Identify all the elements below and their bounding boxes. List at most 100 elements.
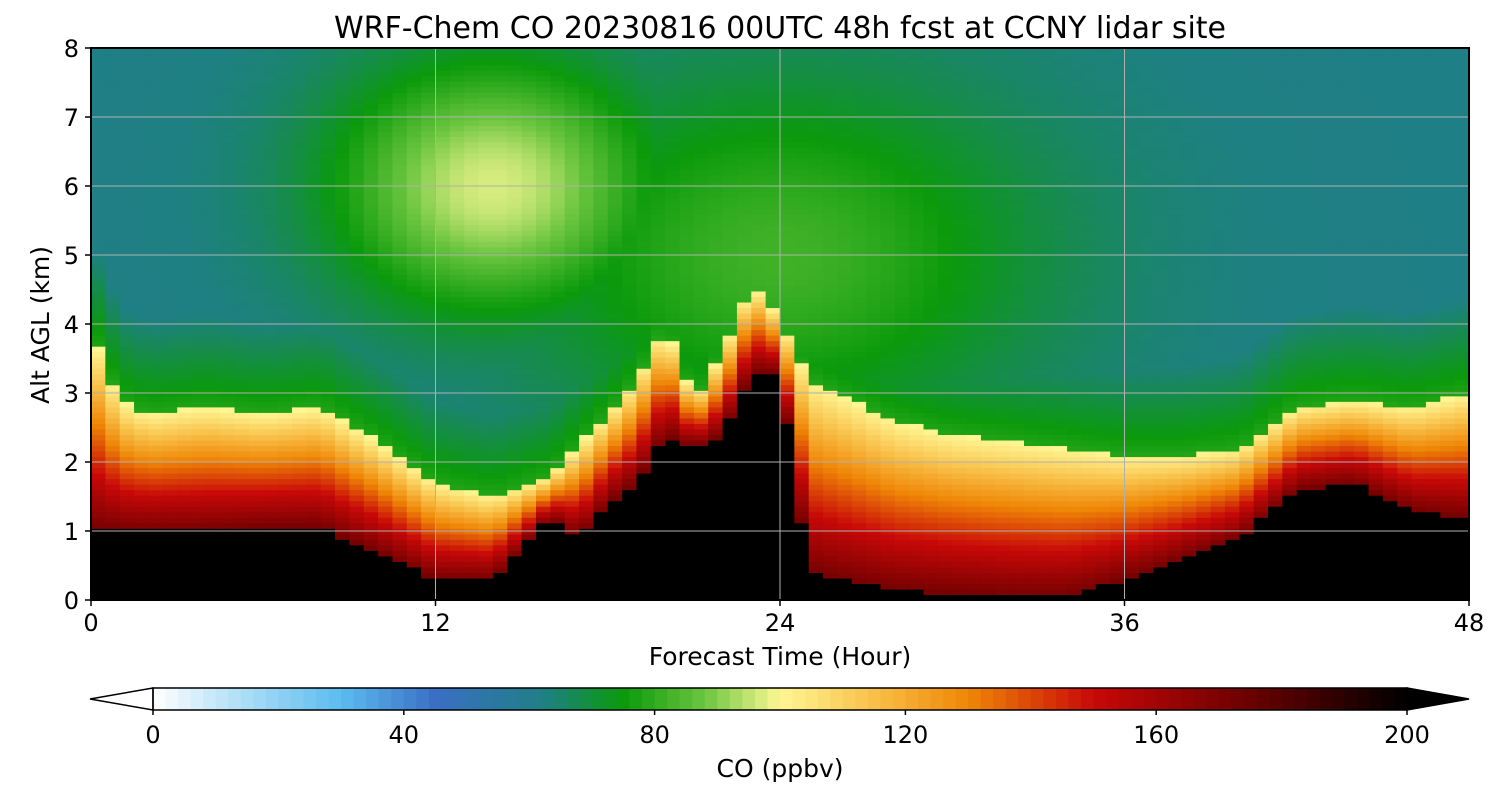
field-cell <box>665 257 681 264</box>
field-cell <box>464 561 480 568</box>
field-cell <box>722 235 738 242</box>
field-cell <box>263 208 279 215</box>
field-cell <box>205 59 221 66</box>
field-cell <box>435 362 451 369</box>
field-cell <box>162 141 178 148</box>
field-cell <box>335 495 350 502</box>
field-cell <box>693 103 709 110</box>
field-cell <box>550 489 566 496</box>
field-cell <box>378 136 394 143</box>
field-cell <box>392 351 408 358</box>
field-cell <box>622 169 638 176</box>
field-cell <box>464 158 480 165</box>
field-cell <box>306 561 322 568</box>
field-cell <box>535 152 551 159</box>
field-cell <box>765 59 781 66</box>
field-cell <box>234 555 250 562</box>
field-cell <box>492 473 508 480</box>
field-cell <box>564 169 580 176</box>
field-cell <box>593 428 609 435</box>
field-cell <box>148 230 164 237</box>
field-cell <box>492 235 508 242</box>
field-cell <box>665 495 681 502</box>
field-cell <box>363 290 379 297</box>
field-cell <box>435 290 451 297</box>
field-cell <box>119 318 135 325</box>
field-cell <box>162 158 178 165</box>
field-cell <box>119 48 135 55</box>
field-cell <box>191 373 207 380</box>
field-cell <box>291 219 307 226</box>
field-cell <box>349 279 365 286</box>
field-cell <box>492 362 508 369</box>
field-cell <box>134 235 150 242</box>
field-cell <box>363 456 379 463</box>
field-cell <box>449 213 465 220</box>
field-cell <box>765 445 781 452</box>
field-cell <box>722 445 738 452</box>
field-cell <box>335 208 350 215</box>
field-cell <box>607 434 623 441</box>
field-cell <box>693 268 709 275</box>
field-cell <box>492 125 508 132</box>
field-cell <box>607 53 623 60</box>
field-cell <box>521 235 537 242</box>
field-cell <box>191 257 207 264</box>
field-cell <box>521 318 537 325</box>
field-cell <box>220 484 236 491</box>
field-cell <box>134 48 150 55</box>
field-cell <box>507 301 523 309</box>
field-cell <box>205 92 221 99</box>
field-cell <box>579 152 594 159</box>
field-cell <box>478 462 494 469</box>
field-cell <box>263 125 279 132</box>
field-cell <box>234 103 250 110</box>
field-cell <box>349 141 365 148</box>
field-cell <box>521 290 537 297</box>
field-cell <box>708 340 724 347</box>
field-cell <box>507 555 523 562</box>
field-cell <box>105 257 121 264</box>
field-cell <box>708 257 724 264</box>
field-cell <box>622 103 638 110</box>
field-cell <box>205 456 221 463</box>
field-cell <box>535 478 551 485</box>
field-cell <box>593 351 609 358</box>
field-cell <box>91 141 106 148</box>
field-cell <box>507 478 523 485</box>
field-cell <box>564 64 580 71</box>
field-cell <box>320 379 336 386</box>
field-cell <box>550 572 566 579</box>
field-cell <box>349 401 365 408</box>
field-cell <box>220 152 236 159</box>
field-cell <box>507 594 523 600</box>
field-cell <box>478 202 494 209</box>
field-cell <box>665 219 681 226</box>
field-cell <box>636 495 652 502</box>
field-cell <box>134 246 150 253</box>
field-cell <box>550 395 566 402</box>
field-cell <box>449 445 465 452</box>
field-cell <box>794 279 810 286</box>
field-cell <box>335 456 350 463</box>
field-cell <box>105 406 121 413</box>
field-cell <box>780 174 795 182</box>
field-cell <box>693 86 709 93</box>
field-cell <box>622 467 638 474</box>
field-cell <box>679 439 695 447</box>
field-cell <box>277 500 293 507</box>
field-cell <box>177 395 193 402</box>
field-cell <box>392 362 408 369</box>
field-cell <box>406 208 422 215</box>
field-cell <box>220 318 236 325</box>
field-cell <box>708 495 724 502</box>
field-cell <box>162 202 178 209</box>
field-cell <box>162 368 178 375</box>
field-cell <box>291 456 307 463</box>
field-cell <box>636 97 652 104</box>
field-cell <box>449 224 465 231</box>
field-cell <box>765 384 781 391</box>
field-cell <box>708 346 724 353</box>
field-cell <box>306 202 322 209</box>
field-cell <box>205 401 221 408</box>
